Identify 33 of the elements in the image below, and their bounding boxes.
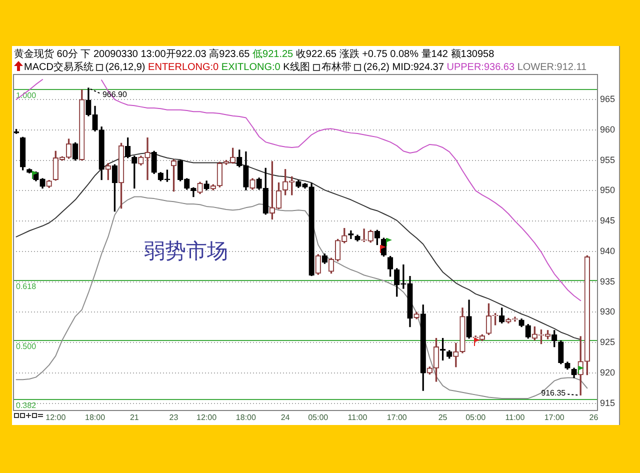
x-tick-label: 21 (130, 413, 140, 422)
annotation: 916.35 (541, 388, 566, 398)
x-tick-label: 18:00 (236, 413, 256, 422)
chart-title: 黄金现货 60分 下 20090330 13:00开922.03 高923.65 低921.25 收922.65 涨跌 +0.75 0.08% 量142 额130958 (14, 49, 494, 60)
y-tick-label: 960 (600, 124, 616, 134)
text: MACD交易系统 (26,12,9) ENTERLONG:0 EXITLONG:0 K线图 布林带 (26,2) MID:924.37 UPPER:936.63 LOWER:912.11 (24, 62, 587, 73)
x-tick-label: 05:00 (466, 413, 486, 422)
x-tick-label: 23 (169, 413, 179, 422)
x-tick-label: 18:00 (85, 413, 106, 422)
y-tick-label: 955 (600, 154, 616, 165)
y-tick-label: 940 (600, 246, 616, 256)
annotation: 弱势市场 (144, 239, 228, 263)
y-tick-label: 950 (600, 185, 616, 196)
x-tick-label: 11:00 (348, 413, 368, 422)
annotation: 0.500 (16, 342, 37, 352)
x-tick-label: 12:00 (196, 413, 218, 422)
y-tick-label: 920 (600, 367, 616, 378)
x-tick-label: 24 (280, 413, 290, 422)
y-tick-label: 915 (600, 398, 616, 408)
annotation: 0.382 (16, 401, 37, 410)
x-tick-label: 17:00 (544, 413, 565, 422)
x-tick-label: 05:00 (308, 413, 329, 422)
x-tick-label: 25 (438, 413, 448, 422)
y-tick-label: 935 (600, 276, 616, 286)
x-tick-label: 12:00 (46, 413, 66, 422)
y-tick-label: 925 (600, 337, 616, 348)
x-tick-label: 26 (589, 413, 599, 422)
y-tick-label: 945 (600, 216, 616, 226)
y-tick-label: 930 (600, 306, 616, 317)
x-tick-label: 17:00 (386, 413, 408, 422)
y-tick-label: 965 (600, 94, 616, 104)
annotation: 0.618 (16, 282, 37, 292)
x-tick-label: 11:00 (505, 413, 526, 422)
